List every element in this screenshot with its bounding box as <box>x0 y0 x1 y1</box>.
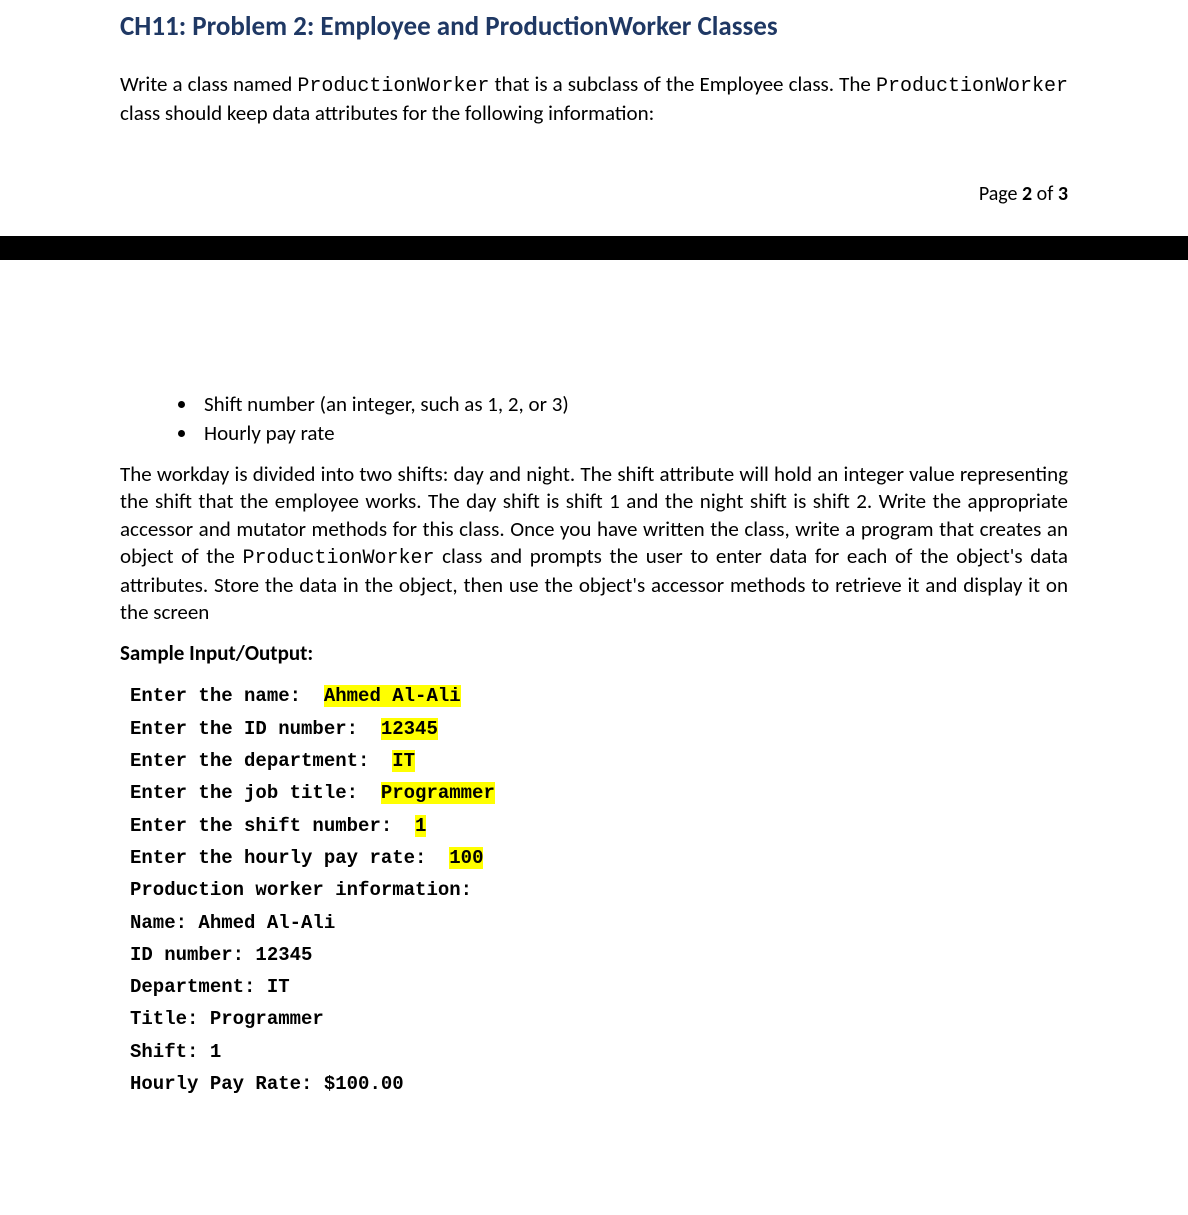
description-paragraph: The workday is divided into two shifts: … <box>120 461 1068 626</box>
page-mid: of <box>1032 182 1058 206</box>
io-prompt: ID number: 12345 <box>130 944 312 966</box>
io-line: Enter the hourly pay rate: 100 <box>130 842 1068 874</box>
io-line: ID number: 12345 <box>130 939 1068 971</box>
io-line: Enter the shift number: 1 <box>130 810 1068 842</box>
para-code: ProductionWorker <box>242 547 434 570</box>
io-line: Title: Programmer <box>130 1003 1068 1035</box>
io-line: Enter the department: IT <box>130 745 1068 777</box>
io-prompt: Department: IT <box>130 976 290 998</box>
io-line: Hourly Pay Rate: $100.00 <box>130 1068 1068 1100</box>
io-prompt: Enter the hourly pay rate: <box>130 847 449 869</box>
io-prompt: Enter the department: <box>130 750 392 772</box>
page-number: Page 2 of 3 <box>120 182 1068 206</box>
io-highlight: 12345 <box>381 718 438 740</box>
io-highlight: IT <box>392 750 415 772</box>
io-highlight: Ahmed Al-Ali <box>324 685 461 707</box>
sample-io-heading: Sample Input/Output: <box>120 640 1068 666</box>
bullet-item: Hourly pay rate <box>198 419 1068 447</box>
io-line: Name: Ahmed Al-Ali <box>130 907 1068 939</box>
intro-post: class should keep data attributes for th… <box>120 100 654 126</box>
bullet-item: Shift number (an integer, such as 1, 2, … <box>198 390 1068 418</box>
io-line: Enter the job title: Programmer <box>130 777 1068 809</box>
page-bottom: Shift number (an integer, such as 1, 2, … <box>0 260 1188 1140</box>
io-line: Enter the ID number: 12345 <box>130 713 1068 745</box>
intro-pre: Write a class named <box>120 71 297 97</box>
intro-code-2: ProductionWorker <box>876 75 1068 98</box>
io-prompt: Shift: 1 <box>130 1041 221 1063</box>
problem-heading: CH11: Problem 2: Employee and Production… <box>120 10 1068 43</box>
io-highlight: 1 <box>415 815 426 837</box>
io-line: Shift: 1 <box>130 1036 1068 1068</box>
io-line: Department: IT <box>130 971 1068 1003</box>
io-prompt: Enter the ID number: <box>130 718 381 740</box>
intro-mid: that is a subclass of the Employee class… <box>489 71 876 97</box>
io-highlight: 100 <box>449 847 483 869</box>
io-prompt: Enter the name: <box>130 685 324 707</box>
io-highlight: Programmer <box>381 782 495 804</box>
page-divider <box>0 236 1188 260</box>
page-pre: Page <box>979 182 1022 206</box>
attribute-bullets: Shift number (an integer, such as 1, 2, … <box>198 390 1068 447</box>
io-prompt: Name: Ahmed Al-Ali <box>130 912 335 934</box>
page-total: 3 <box>1058 182 1068 206</box>
io-prompt: Enter the job title: <box>130 782 381 804</box>
page-current: 2 <box>1022 182 1032 206</box>
io-prompt: Hourly Pay Rate: $100.00 <box>130 1073 404 1095</box>
io-line: Production worker information: <box>130 874 1068 906</box>
io-prompt: Enter the shift number: <box>130 815 415 837</box>
io-prompt: Title: Programmer <box>130 1008 324 1030</box>
intro-paragraph: Write a class named ProductionWorker tha… <box>120 71 1068 127</box>
io-prompt: Production worker information: <box>130 879 472 901</box>
page-top: CH11: Problem 2: Employee and Production… <box>0 0 1188 236</box>
sample-io-block: Enter the name: Ahmed Al-Ali Enter the I… <box>130 680 1068 1100</box>
intro-code-1: ProductionWorker <box>297 75 489 98</box>
io-line: Enter the name: Ahmed Al-Ali <box>130 680 1068 712</box>
